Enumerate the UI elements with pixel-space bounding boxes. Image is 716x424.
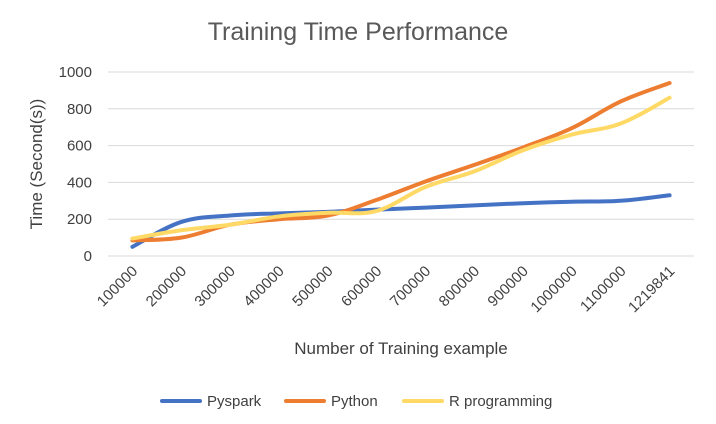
legend: Pyspark Python R programming xyxy=(160,393,552,410)
chart-title: Training Time Performance xyxy=(208,18,509,46)
y-axis-ticks: 0 200 400 600 800 1000 xyxy=(59,64,92,265)
x-tick-label: 400000 xyxy=(240,263,287,310)
series-lines xyxy=(130,81,672,249)
y-axis-title: Time (Second(s)) xyxy=(27,99,46,230)
legend-label: Python xyxy=(331,393,378,410)
y-tick-label: 400 xyxy=(67,174,92,191)
legend-label: R programming xyxy=(449,393,552,410)
series-line-3 xyxy=(130,95,672,241)
legend-label: Pyspark xyxy=(207,393,262,410)
x-tick-label: 600000 xyxy=(338,263,385,310)
x-tick-label: 1219841 xyxy=(625,263,678,316)
x-tick-label: 800000 xyxy=(436,263,483,310)
x-tick-label: 1000000 xyxy=(527,263,580,316)
series-line-1 xyxy=(130,193,672,249)
y-tick-label: 1000 xyxy=(59,64,92,81)
x-tick-label: 500000 xyxy=(289,263,336,310)
x-tick-label: 900000 xyxy=(484,263,531,310)
y-tick-label: 0 xyxy=(84,248,92,265)
x-tick-label: 1100000 xyxy=(577,263,630,316)
y-tick-label: 800 xyxy=(67,101,92,118)
y-tick-label: 200 xyxy=(67,211,92,228)
x-tick-label: 200000 xyxy=(143,263,190,310)
x-axis-ticks: 100000 200000 300000 400000 500000 600000 7000… xyxy=(94,263,679,316)
x-tick-label: 700000 xyxy=(387,263,434,310)
x-tick-label: 300000 xyxy=(191,263,238,310)
y-tick-label: 600 xyxy=(67,138,92,155)
x-axis-title: Number of Training example xyxy=(294,339,508,358)
x-tick-label: 100000 xyxy=(94,263,141,310)
